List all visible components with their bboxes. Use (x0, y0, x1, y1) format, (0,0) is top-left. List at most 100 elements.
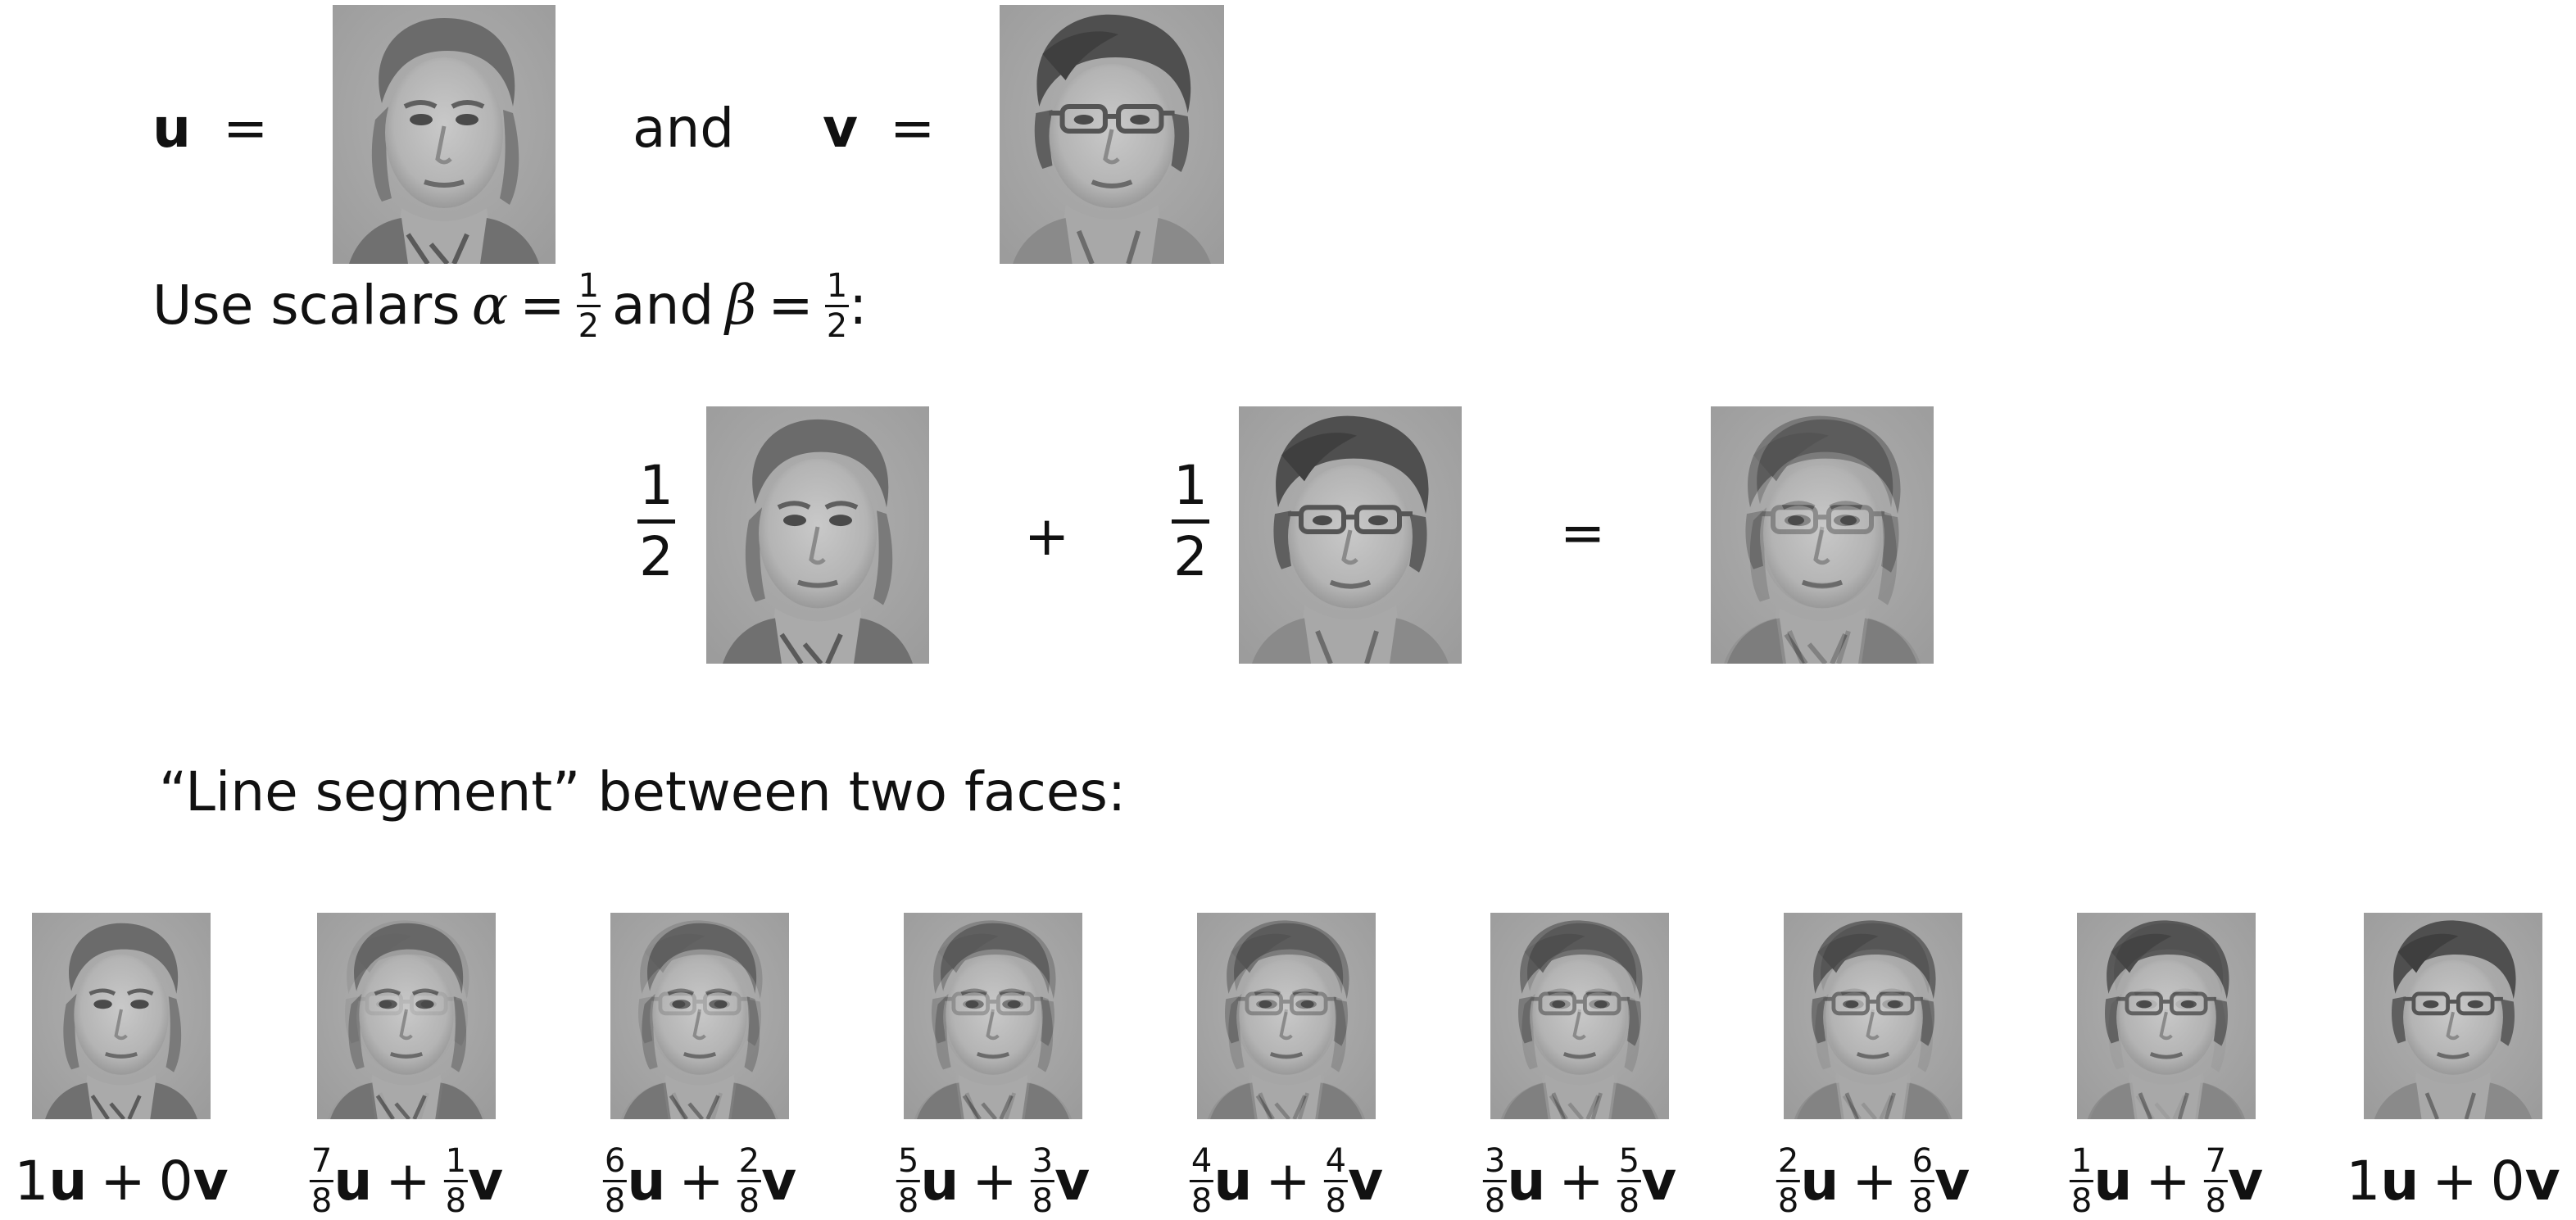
plus-sign: + (385, 1149, 431, 1213)
fraction-numerator: 5 (897, 1141, 919, 1180)
u-symbol: u (2380, 1149, 2420, 1213)
and-word: and (633, 97, 735, 160)
v-symbol: v (193, 1149, 229, 1213)
u-coefficient: 1 (2346, 1149, 2381, 1213)
alpha-symbol: α (471, 274, 509, 337)
fraction-numerator: 3 (1032, 1141, 1054, 1180)
plus-sign: + (1024, 505, 1070, 568)
u-symbol: u (1507, 1149, 1546, 1213)
coefficient-u-fraction: 1 2 (637, 459, 675, 584)
segment-face-image (2364, 913, 2542, 1119)
v-symbol: v (1641, 1149, 1677, 1213)
segment-face-image (317, 913, 496, 1119)
segment-caption: 6 8 u +2 8 v (602, 1141, 797, 1218)
fraction-numerator: 4 (1190, 1141, 1213, 1180)
v-symbol: v (468, 1149, 504, 1213)
fraction-numerator: 1 (2070, 1141, 2093, 1180)
fraction-numerator: 7 (311, 1141, 333, 1180)
u-coefficient: 1 (14, 1149, 49, 1213)
u-symbol: u (2093, 1149, 2133, 1213)
fraction-denominator: 8 (1910, 1179, 1935, 1218)
fraction-denominator: 8 (1482, 1179, 1508, 1218)
fraction-denominator: 2 (637, 519, 675, 584)
v-symbol: v (1348, 1149, 1384, 1213)
fraction-numerator: 4 (1325, 1141, 1347, 1180)
v-symbol: v (761, 1149, 797, 1213)
segment-caption: 3 8 u +5 8 v (1482, 1141, 1677, 1218)
v-symbol: v (2524, 1149, 2560, 1213)
fraction-numerator: 3 (1484, 1141, 1506, 1180)
fraction-denominator: 8 (896, 1179, 921, 1218)
equals-sign: = (1560, 501, 1606, 565)
u-symbol: u (333, 1149, 373, 1213)
segment-caption: 1 u +0 v (2346, 1144, 2560, 1218)
plus-sign: + (1852, 1149, 1898, 1213)
fraction-numerator: 1 (639, 454, 673, 517)
segment-face-image (1197, 913, 1376, 1119)
fraction-denominator: 8 (2069, 1179, 2094, 1218)
and-word: and (612, 274, 714, 337)
fraction-denominator: 8 (309, 1179, 334, 1218)
segment-caption: 1 u +0 v (14, 1144, 228, 1218)
fraction-denominator: 8 (1323, 1179, 1349, 1218)
u-symbol: u (627, 1149, 666, 1213)
fraction-denominator: 2 (824, 304, 850, 342)
u-definition-label: u = (152, 102, 268, 156)
fraction-denominator: 8 (602, 1179, 628, 1218)
scalars-prefix: Use scalars (152, 274, 460, 337)
fraction-numerator: 2 (738, 1141, 760, 1180)
beta-symbol: β (725, 274, 757, 337)
fraction-numerator: 2 (1777, 1141, 1799, 1180)
fraction-denominator: 8 (1617, 1179, 1642, 1218)
fraction-numerator: 6 (604, 1141, 626, 1180)
u-symbol: u (48, 1149, 88, 1213)
equals-sign: = (519, 274, 565, 337)
segment-face-image (1784, 913, 1962, 1119)
v-coefficient: 0 (158, 1149, 193, 1213)
fraction-numerator: 1 (445, 1141, 467, 1180)
equals-sign: = (222, 97, 269, 160)
segment-face-image (2077, 913, 2256, 1119)
segment-caption: 2 8 u +6 8 v (1776, 1144, 1970, 1218)
line-segment-heading: “Line segment” between two faces: (159, 760, 1127, 823)
fraction-numerator: 1 (826, 266, 848, 305)
plus-sign: + (2432, 1149, 2478, 1213)
segment-caption: 7 8 u +1 8 v (309, 1141, 504, 1218)
segment-face-image (610, 913, 789, 1119)
fraction-denominator: 8 (1030, 1179, 1055, 1218)
segment-face-image (904, 913, 1082, 1119)
fraction-numerator: 6 (1912, 1141, 1934, 1180)
v-coefficient: 0 (2490, 1149, 2525, 1213)
fraction-numerator: 1 (578, 266, 600, 305)
alpha-fraction: 1 2 (576, 266, 601, 342)
plus-sign: + (1265, 1149, 1311, 1213)
segment-face-image (32, 913, 211, 1119)
fraction-denominator: 8 (1776, 1179, 1801, 1218)
v-symbol: v (2228, 1149, 2264, 1213)
fraction-denominator: 8 (737, 1179, 762, 1218)
coefficient-v-fraction: 1 2 (1172, 459, 1209, 584)
fraction-numerator: 5 (1618, 1141, 1640, 1180)
u-symbol: u (1213, 1149, 1253, 1213)
v-definition-label: v = (823, 102, 935, 156)
beta-fraction: 1 2 (824, 266, 850, 342)
colon: : (849, 274, 868, 337)
segment-caption: 5 8 u +3 8 v (896, 1144, 1090, 1218)
v-symbol: v (1934, 1149, 1971, 1213)
segment-face-image (1490, 913, 1669, 1119)
v-symbol: v (1054, 1149, 1091, 1213)
fraction-denominator: 2 (576, 304, 601, 342)
plus-sign: + (678, 1149, 724, 1213)
u-symbol: u (920, 1149, 959, 1213)
face-image-v (1000, 5, 1224, 264)
